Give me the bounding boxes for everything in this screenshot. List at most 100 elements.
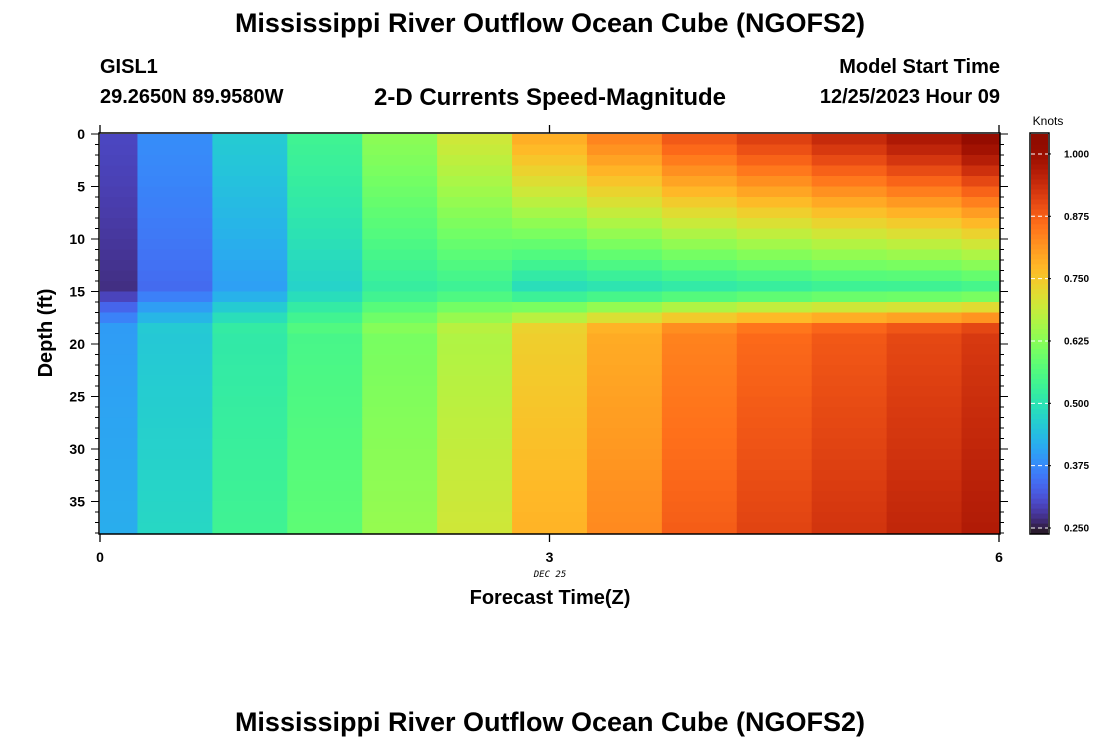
heatmap-cell (661, 281, 738, 293)
heatmap-cell (661, 291, 738, 303)
heatmap-cell (437, 207, 513, 219)
heatmap-cell (736, 165, 813, 177)
heatmap-cell (437, 270, 513, 282)
colorbar-segment (1031, 363, 1048, 370)
heatmap-cell (362, 239, 438, 251)
heatmap-cell (661, 522, 738, 534)
heatmap-cell (362, 302, 438, 314)
heatmap-cell (961, 522, 1000, 534)
heatmap-cell (212, 312, 288, 324)
heatmap-cell (437, 239, 513, 251)
heatmap-cell (362, 176, 438, 188)
colorbar-segment (1031, 228, 1048, 235)
heatmap-cell (212, 491, 288, 503)
y-axis-title: Depth (ft) (35, 289, 57, 378)
heatmap-cell (287, 218, 363, 230)
colorbar-segment (1031, 288, 1048, 295)
heatmap-cell (437, 501, 513, 513)
heatmap-cell (961, 197, 1000, 209)
heatmap-cell (287, 291, 363, 303)
heatmap-cell (212, 218, 288, 230)
station-id: GISL1 (100, 56, 158, 78)
heatmap-cell (362, 522, 438, 534)
heatmap-cell (212, 323, 288, 335)
heatmap-cell (512, 375, 588, 387)
heatmap-cell (661, 323, 738, 335)
heatmap-cell (736, 459, 813, 471)
heatmap-cell (287, 302, 363, 314)
heatmap-cell (961, 354, 1000, 366)
heatmap-cell (886, 155, 963, 167)
heatmap-cell (961, 249, 1000, 261)
axis-ticks (91, 125, 1008, 542)
heatmap-cell (512, 449, 588, 461)
colorbar-segment (1031, 238, 1048, 245)
heatmap-cell (287, 312, 363, 324)
colorbar-frame (1029, 132, 1050, 535)
heatmap-cell (961, 323, 1000, 335)
heatmap-cell (586, 165, 663, 177)
colorbar-segment (1031, 473, 1048, 479)
colorbar-segment (1031, 153, 1048, 160)
heatmap-cell (586, 260, 663, 272)
heatmap-cell (586, 470, 663, 482)
heatmap-cell (287, 365, 363, 377)
heatmap-cell (886, 281, 963, 293)
heatmap-cell (100, 312, 139, 324)
heatmap-cell (287, 470, 363, 482)
heatmap-cell (886, 512, 963, 524)
heatmap-cell (100, 218, 139, 230)
heatmap-cell (661, 239, 738, 251)
heatmap-cell (811, 155, 888, 167)
heatmap-cell (961, 155, 1000, 167)
heatmap-cell (437, 491, 513, 503)
heatmap-cell (736, 197, 813, 209)
heatmap-cell (362, 260, 438, 272)
heatmap-cell (212, 438, 288, 450)
heatmap-cell (886, 470, 963, 482)
heatmap-cell (137, 407, 213, 419)
heatmap-cell (811, 239, 888, 251)
heatmap-cell (287, 165, 363, 177)
heatmap-cell (437, 281, 513, 293)
heatmap-cell (586, 249, 663, 261)
heatmap-cell (586, 396, 663, 408)
heatmap-cell (736, 449, 813, 461)
colorbar-segment (1031, 448, 1048, 454)
colorbar-segment (1031, 523, 1048, 529)
heatmap-cell (736, 239, 813, 251)
heatmap-cell (287, 134, 363, 146)
heatmap-cell (512, 386, 588, 398)
colorbar-segment (1031, 368, 1048, 374)
heatmap-cell (586, 407, 663, 419)
heatmap-cell (287, 333, 363, 345)
colorbar-segment (1031, 163, 1048, 170)
y-tick-label: 35 (69, 494, 85, 510)
heatmap-cell (886, 239, 963, 251)
heatmap-cell (661, 386, 738, 398)
colorbar-segment (1031, 138, 1048, 145)
heatmap-cell (362, 344, 438, 356)
heatmap-cell (212, 470, 288, 482)
heatmap-cell (661, 134, 738, 146)
colorbar-segment (1031, 438, 1048, 444)
heatmap-cell (287, 197, 363, 209)
heatmap-cell (137, 512, 213, 524)
heatmap-cell (287, 459, 363, 471)
heatmap-cell (362, 186, 438, 198)
heatmap-cell (100, 281, 139, 293)
heatmap-cell (100, 207, 139, 219)
heatmap-cell (736, 522, 813, 534)
heatmap-cell (811, 281, 888, 293)
colorbar-segment (1031, 488, 1048, 494)
colorbar-segment (1031, 443, 1048, 449)
heatmap-cell (811, 449, 888, 461)
heatmap-cell (287, 438, 363, 450)
heatmap-cell (100, 365, 139, 377)
heatmap-cell (287, 323, 363, 335)
heatmap-cell (287, 155, 363, 167)
heatmap-cell (362, 470, 438, 482)
model-start-value: 12/25/2023 Hour 09 (819, 86, 1000, 108)
colorbar-segment (1031, 253, 1048, 260)
heatmap-cell (362, 386, 438, 398)
